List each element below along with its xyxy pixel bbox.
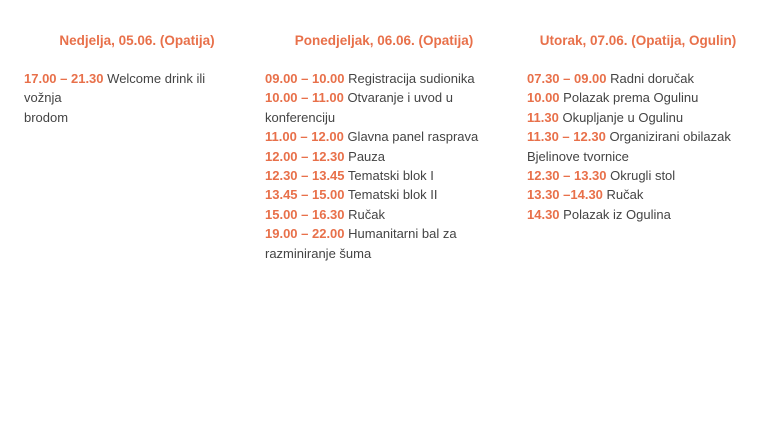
item-text: Okupljanje u Ogulinu (562, 109, 684, 125)
day-heading: Nedjelja, 05.06. (Opatija) (59, 33, 215, 48)
item-time: 07.30 – 09.00 (527, 71, 607, 86)
item-time: 11.30 (527, 109, 559, 125)
item-time: 17.00 – 21.30 (24, 71, 104, 86)
item-text: Tematski blok I (347, 168, 434, 184)
item-time: 13.30 –14.30 (527, 187, 603, 203)
schedule-item: 11.00 – 12.00 Glavna panel rasprava (265, 127, 497, 146)
item-text: Humanitarni bal za razminiranje šuma (265, 226, 457, 261)
item-time: 11.00 – 12.00 (265, 129, 344, 145)
item-text: Organizirani obilazak Bjelinove tvornice (527, 129, 731, 164)
item-text: Radni doručak (610, 71, 694, 86)
item-text: Tematski blok II (347, 187, 438, 203)
item-text-continued: brodom (24, 109, 69, 125)
item-text: Registracija sudionika (348, 71, 475, 86)
schedule-item: 10.00 – 11.00 Otvaranje i uvod u konfere… (265, 88, 497, 127)
schedule-item: 15.00 – 16.30 Ručak (265, 205, 497, 224)
day-heading: Utorak, 07.06. (Opatija, Ogulin) (539, 33, 737, 48)
schedule-item: 17.00 – 21.30 Welcome drink ili vožnja b… (24, 69, 229, 127)
schedule-item: 07.30 – 09.00 Radni doručak (527, 69, 767, 88)
day-items: 09.00 – 10.00 Registracija sudionika 10.0… (265, 69, 497, 263)
item-text: Ručak (348, 206, 386, 222)
item-text: Welcome drink ili vožnja (24, 71, 206, 106)
schedule-item: 13.30 –14.30 Ručak (527, 185, 767, 204)
item-text: Polazak prema Ogulinu (563, 90, 699, 106)
day-heading: Ponedjeljak, 06.06. (Opatija) (294, 33, 474, 48)
item-time: 12.30 – 13.30 (527, 168, 607, 184)
item-text: Otvaranje i uvod u konferenciju (265, 90, 453, 125)
item-text: Polazak iz Ogulina (563, 206, 671, 222)
item-text: Ručak (606, 187, 644, 203)
item-time: 11.30 – 12.30 (527, 129, 606, 145)
item-time: 09.00 – 10.00 (265, 71, 345, 86)
item-time: 13.45 – 15.00 (265, 187, 345, 203)
schedule-item: 14.30 Polazak iz Ogulina (527, 205, 767, 224)
item-text: Pauza (348, 148, 386, 164)
item-text: Okrugli stol (610, 168, 676, 184)
day-items: 17.00 – 21.30 Welcome drink ili vožnja b… (24, 69, 229, 127)
item-time: 15.00 – 16.30 (265, 206, 345, 222)
item-time: 10.00 (527, 90, 560, 106)
schedule-item: 10.00 Polazak prema Ogulinu (527, 88, 767, 107)
schedule-item: 13.45 – 15.00 Tematski blok II (265, 185, 497, 204)
item-time: 12.30 – 13.45 (265, 168, 345, 184)
item-time: 14.30 (527, 206, 560, 222)
item-time: 12.00 – 12.30 (265, 148, 345, 164)
schedule-item: 09.00 – 10.00 Registracija sudionika (265, 69, 497, 88)
item-time: 10.00 – 11.00 (265, 90, 344, 106)
schedule-item: 19.00 – 22.00 Humanitarni bal za razmini… (265, 224, 497, 263)
schedule-item: 11.30 – 12.30 Organizirani obilazak Bjel… (527, 127, 767, 166)
schedule-item: 12.30 – 13.45 Tematski blok I (265, 166, 497, 185)
schedule-item: 11.30 Okupljanje u Ogulinu (527, 108, 767, 127)
schedule-item: 12.00 – 12.30 Pauza (265, 147, 497, 166)
day-items: 07.30 – 09.00 Radni doručak 10.00 Polazak… (527, 69, 767, 224)
item-time: 19.00 – 22.00 (265, 226, 345, 242)
item-text: Glavna panel rasprava (347, 129, 479, 145)
schedule-item: 12.30 – 13.30 Okrugli stol (527, 166, 767, 185)
